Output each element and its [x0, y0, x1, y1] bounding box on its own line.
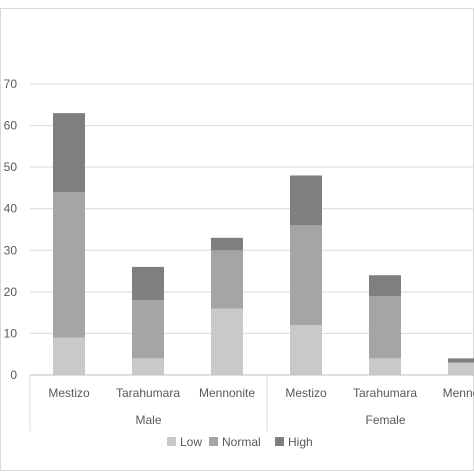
bar-segment-normal [369, 296, 401, 359]
legend-swatch-high [275, 437, 284, 446]
x-category-label: Mestizo [285, 386, 327, 400]
x-group-label: Male [135, 413, 161, 427]
bar-segment-normal [132, 300, 164, 359]
bar-segment-normal [53, 192, 85, 338]
legend-label: High [288, 435, 313, 449]
y-tick-label: 60 [4, 119, 18, 133]
bar-segment-high [290, 175, 322, 226]
x-axis: Mestizo Tarahumara Mennonite Male Mestizo Tar… [29, 374, 474, 431]
legend-label: Low [180, 435, 202, 449]
x-category-label: Mennoc [443, 386, 474, 400]
bar-segment-low [448, 362, 474, 375]
y-tick-label: 0 [10, 368, 17, 382]
bar-segment-normal [290, 225, 322, 326]
bar-segment-low [53, 337, 85, 375]
x-category-label: Mennonite [199, 386, 255, 400]
y-tick-label: 70 [4, 77, 18, 91]
y-tick-label: 40 [4, 202, 18, 216]
bar-segment-normal [211, 250, 243, 309]
legend: Low Normal High [167, 435, 313, 449]
bar-segment-high [53, 113, 85, 193]
y-axis-ticks: 0 10 20 30 40 50 60 70 [4, 77, 18, 382]
bar-segment-low [132, 358, 164, 375]
y-tick-label: 30 [4, 243, 18, 257]
x-category-label: Tarahumara [353, 386, 417, 400]
bar-segment-low [290, 325, 322, 375]
x-group-label: Female [365, 413, 405, 427]
bar-segment-high [448, 358, 474, 363]
bar-segment-low [369, 358, 401, 375]
x-category-label: Mestizo [48, 386, 90, 400]
bar-segment-high [369, 275, 401, 297]
legend-swatch-low [167, 437, 176, 446]
x-category-label: Tarahumara [116, 386, 180, 400]
bar-segment-high [211, 237, 243, 251]
y-tick-label: 10 [4, 326, 18, 340]
bar-segment-high [132, 266, 164, 301]
y-tick-label: 20 [4, 285, 18, 299]
y-tick-label: 50 [4, 160, 18, 174]
bars [53, 113, 474, 375]
legend-swatch-normal [209, 437, 218, 446]
bar-segment-low [211, 308, 243, 375]
legend-label: Normal [222, 435, 261, 449]
